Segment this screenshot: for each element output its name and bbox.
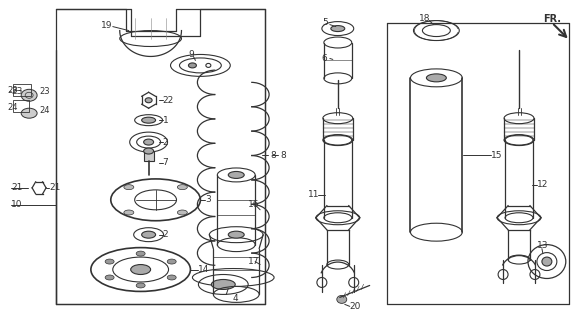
Ellipse shape: [229, 172, 244, 179]
Text: 2: 2: [163, 138, 168, 147]
Text: 19: 19: [101, 21, 113, 30]
Ellipse shape: [124, 185, 134, 190]
Text: 8: 8: [270, 150, 276, 160]
Ellipse shape: [142, 117, 156, 123]
Ellipse shape: [188, 63, 196, 68]
Ellipse shape: [131, 265, 150, 275]
Ellipse shape: [331, 26, 345, 32]
Text: 7: 7: [163, 158, 168, 167]
Ellipse shape: [167, 259, 176, 264]
Text: FR.: FR.: [543, 14, 561, 24]
Text: 14: 14: [198, 265, 210, 274]
Text: 21: 21: [49, 183, 61, 192]
Ellipse shape: [177, 210, 187, 215]
Bar: [143, 151, 153, 161]
Ellipse shape: [145, 98, 152, 103]
Ellipse shape: [212, 279, 236, 289]
Ellipse shape: [542, 257, 552, 266]
Ellipse shape: [426, 74, 447, 82]
Text: 6: 6: [322, 54, 328, 63]
Ellipse shape: [136, 283, 145, 288]
Text: 23: 23: [39, 87, 50, 96]
Text: 3: 3: [205, 195, 211, 204]
Text: 8: 8: [280, 150, 286, 160]
Ellipse shape: [21, 108, 37, 118]
Bar: [13, 100, 29, 112]
Text: 16: 16: [248, 200, 259, 209]
Ellipse shape: [177, 185, 187, 190]
Ellipse shape: [136, 251, 145, 256]
Text: 24: 24: [7, 103, 17, 112]
Text: 15: 15: [491, 150, 503, 160]
Text: 17: 17: [248, 257, 259, 266]
Ellipse shape: [21, 89, 37, 101]
Text: 1: 1: [163, 116, 168, 125]
Bar: [13, 84, 31, 96]
Text: 22: 22: [163, 96, 174, 105]
Text: 21: 21: [11, 183, 23, 192]
Text: 23: 23: [7, 86, 18, 95]
Ellipse shape: [229, 231, 244, 238]
Ellipse shape: [337, 295, 347, 303]
Text: 5: 5: [322, 18, 328, 27]
Ellipse shape: [142, 231, 156, 238]
Ellipse shape: [143, 139, 153, 145]
Text: 4: 4: [232, 294, 238, 303]
Ellipse shape: [143, 148, 153, 154]
Ellipse shape: [167, 275, 176, 280]
Ellipse shape: [105, 259, 114, 264]
Text: 13: 13: [537, 241, 549, 250]
Text: 11: 11: [308, 190, 319, 199]
Text: 2: 2: [163, 230, 168, 239]
Text: 23: 23: [11, 87, 23, 96]
Text: 12: 12: [537, 180, 548, 189]
Text: 24: 24: [39, 106, 50, 115]
Text: 20: 20: [350, 302, 361, 311]
Ellipse shape: [105, 275, 114, 280]
Text: 10: 10: [11, 200, 23, 209]
Text: 9: 9: [188, 50, 194, 59]
Ellipse shape: [124, 210, 134, 215]
Text: 18: 18: [419, 14, 431, 23]
